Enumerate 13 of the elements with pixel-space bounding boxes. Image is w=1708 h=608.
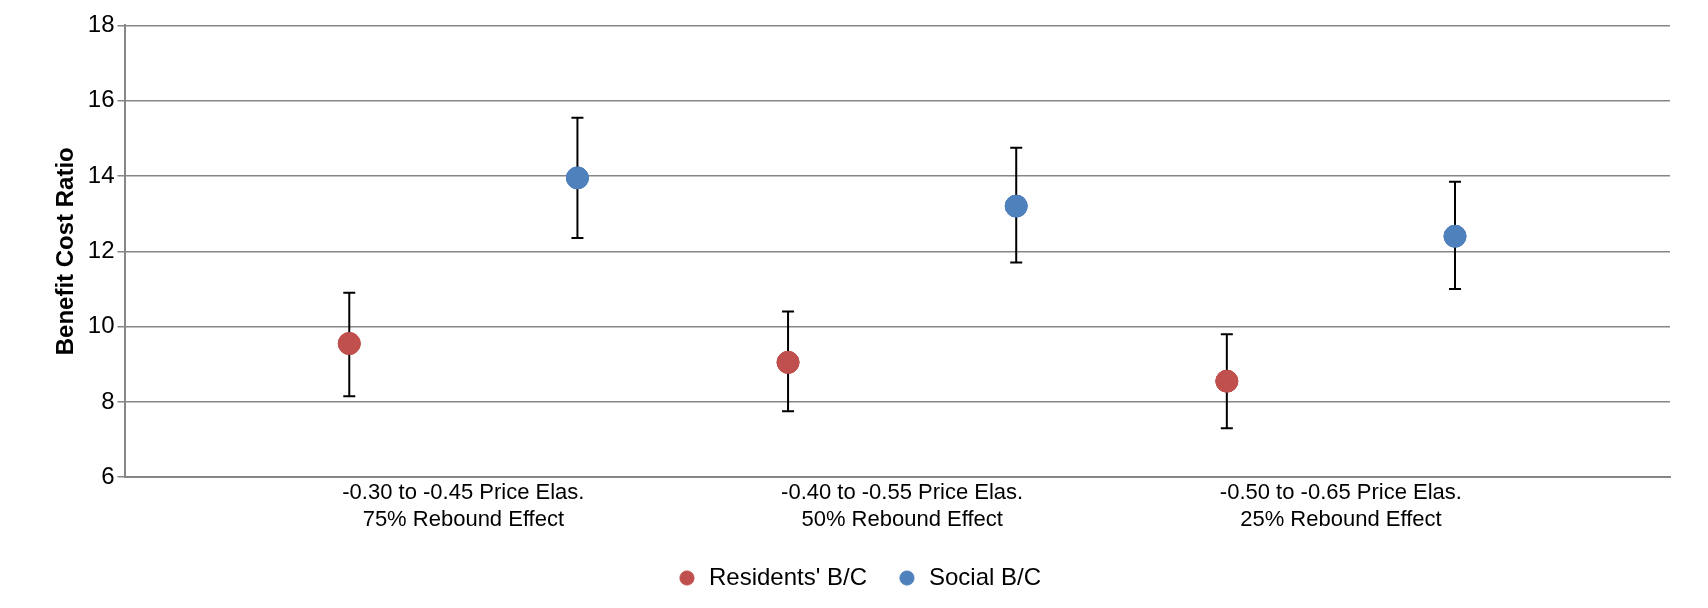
y-tick-label: 10 [87, 311, 115, 339]
y-tick-label: 8 [101, 386, 115, 414]
y-tick-label: 16 [87, 85, 115, 113]
x-tick-label: -0.30 to -0.45 Price Elas. 75% Rebound Effect [342, 479, 585, 531]
y-axis-title: Benefit Cost Ratio [51, 147, 79, 356]
y-tick-label: 14 [87, 160, 115, 188]
y-tick-label: 6 [101, 461, 115, 489]
legend-label: Social B/C [928, 562, 1042, 590]
legend-label: Residents' B/C [708, 562, 867, 590]
x-tick-label: -0.40 to -0.55 Price Elas. 50% Rebound Effect [781, 479, 1024, 531]
y-tick-label: 18 [87, 10, 115, 38]
y-tick-label: 12 [87, 235, 115, 263]
x-tick-label: -0.50 to -0.65 Price Elas. 25% Rebound Effect [1219, 479, 1462, 531]
